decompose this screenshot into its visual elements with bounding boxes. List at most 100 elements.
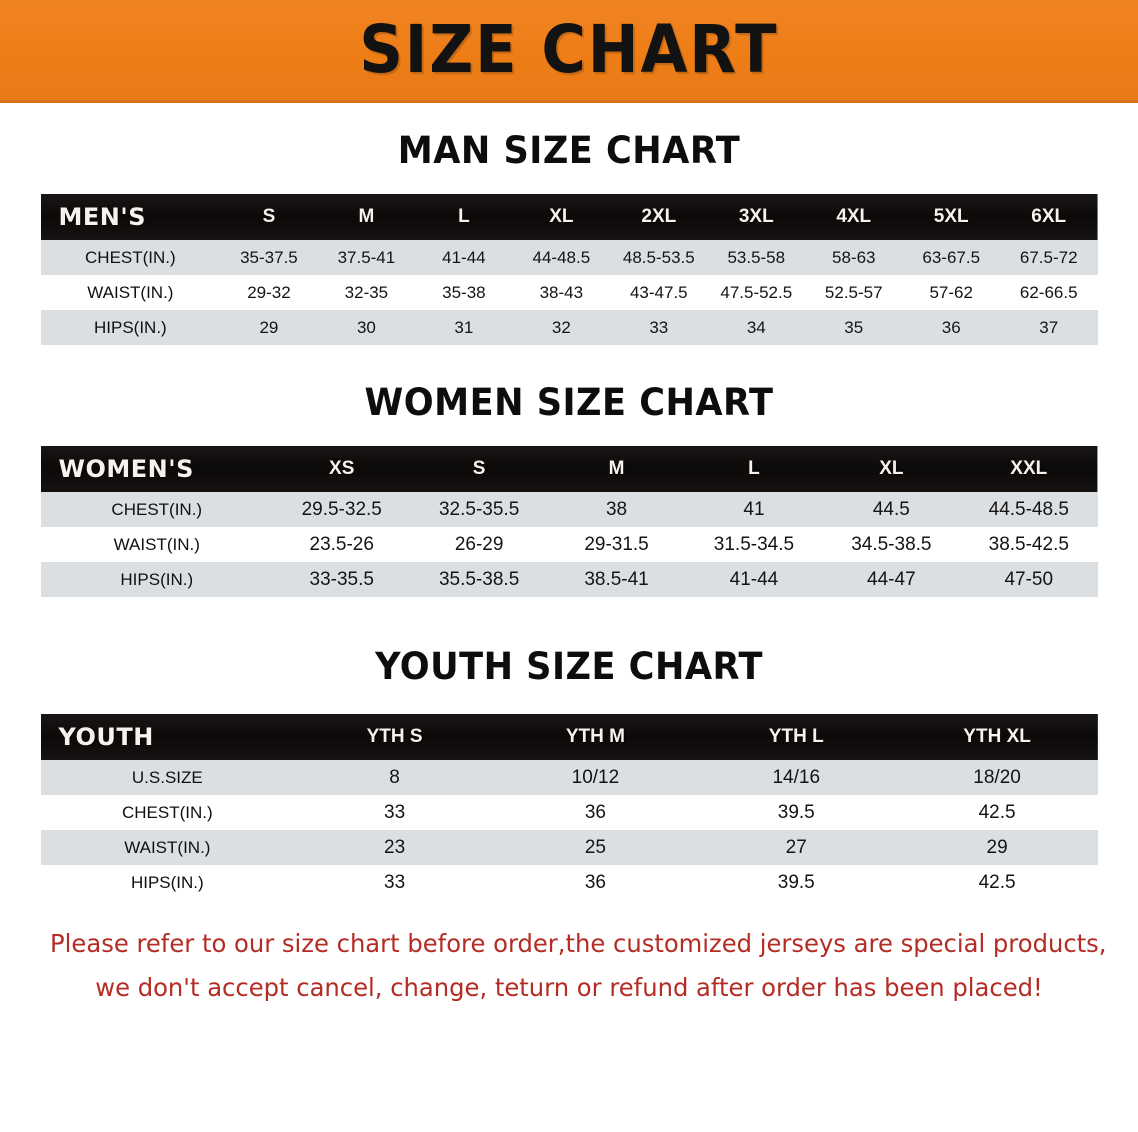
cell: 29.5-32.5 (301, 498, 382, 520)
table-row: HIPS(IN.) 29 30 31 32 33 34 35 36 37 (40, 310, 1098, 345)
cell: 47-50 (1004, 568, 1054, 590)
row-label-chest-in-: CHEST(IN.) (85, 247, 176, 267)
cell: 32 (551, 317, 571, 337)
cell: 14/16 (772, 766, 821, 788)
column-header-l: L (458, 206, 470, 227)
column-header-s: S (262, 206, 276, 227)
cell: 36 (941, 317, 961, 337)
cell: 62-66.5 (1019, 282, 1078, 302)
row-label-chest-in-: CHEST(IN.) (122, 802, 213, 822)
cell: 43-47.5 (629, 282, 688, 302)
cell: 57-62 (929, 282, 973, 302)
cell: 27 (785, 836, 807, 858)
table-header-row: YOUTH YTH S YTH M YTH L YTH XL (40, 714, 1098, 760)
table-row: WAIST(IN.) 23 25 27 29 (40, 830, 1098, 865)
order-disclaimer: Please refer to our size chart before or… (50, 922, 1107, 1010)
women-size-table: WOMEN'S XS S M L XL XXL CHEST(IN.) 29.5-32.5 32.… (40, 446, 1098, 597)
cell: 38 (605, 498, 628, 520)
cell: 39.5 (777, 871, 815, 893)
cell: 33-35.5 (309, 568, 374, 590)
column-header-yth-l: YTH L (768, 726, 824, 747)
table-row: WAIST(IN.) 23.5-26 26-29 29-31.5 31.5-34.5 34… (40, 527, 1098, 562)
cell: 53.5-58 (727, 247, 786, 267)
cell: 34 (746, 317, 766, 337)
row-label-waist-in-: WAIST(IN.) (124, 837, 211, 857)
youth-section-heading: YOUTH SIZE CHART (375, 645, 763, 688)
cell: 42.5 (978, 801, 1016, 823)
man-table-corner-label: MEN'S (58, 203, 146, 231)
cell: 35-37.5 (240, 247, 298, 267)
cell: 30 (356, 317, 376, 337)
cell: 67.5-72 (1019, 247, 1078, 267)
column-header-2xl: 2XL (641, 206, 677, 227)
column-header-6xl: 6XL (1031, 206, 1067, 227)
cell: 34.5-38.5 (851, 533, 932, 555)
table-row: WAIST(IN.) 29-32 32-35 35-38 38-43 43-47.5 47.… (40, 275, 1098, 310)
cell: 26-29 (454, 533, 504, 555)
page-title: SIZE CHART (359, 11, 779, 88)
cell: 63-67.5 (922, 247, 981, 267)
youth-size-chart: YOUTH YTH S YTH M YTH L YTH XL U.S.SIZE 8 10/1… (40, 714, 1098, 900)
row-label-hips-in-: HIPS(IN.) (93, 317, 167, 337)
cell: 32-35 (344, 282, 389, 302)
cell: 37.5-41 (337, 247, 396, 267)
cell: 8 (389, 766, 400, 788)
cell: 31 (454, 317, 474, 337)
cell: 37 (1039, 317, 1059, 337)
column-header-s: S (472, 458, 486, 479)
column-header-l: L (748, 458, 760, 479)
cell: 52.5-57 (824, 282, 883, 302)
cell: 44-47 (867, 568, 916, 590)
disclaimer-line-1: Please refer to our size chart before or… (50, 929, 1107, 958)
cell: 48.5-53.5 (622, 247, 695, 267)
youth-table-header: YOUTH YTH S YTH M YTH L YTH XL (40, 714, 1098, 760)
cell: 23 (384, 836, 406, 858)
cell: 29-31.5 (584, 533, 649, 555)
cell: 35 (844, 317, 864, 337)
cell: 33 (384, 871, 406, 893)
column-header-xxl: XXL (1010, 458, 1048, 479)
cell: 31.5-34.5 (713, 533, 795, 555)
column-header-xl: XL (549, 206, 574, 227)
column-header-5xl: 5XL (933, 206, 969, 227)
cell: 32.5-35.5 (438, 498, 520, 520)
cell: 35.5-38.5 (438, 568, 520, 590)
man-size-chart: MEN'S S M L XL 2XL 3XL 4XL 5XL 6XL CHEST(IN.) 35-3… (40, 194, 1098, 345)
cell: 42.5 (978, 871, 1016, 893)
youth-size-table: YOUTH YTH S YTH M YTH L YTH XL U.S.SIZE 8 10/1… (40, 714, 1098, 900)
cell: 44.5-48.5 (988, 498, 1069, 520)
cell: 36 (584, 801, 606, 823)
table-header-row: MEN'S S M L XL 2XL 3XL 4XL 5XL 6XL (40, 194, 1098, 240)
cell: 44-48.5 (532, 247, 591, 267)
cell: 47.5-52.5 (720, 282, 793, 302)
women-section-heading: WOMEN SIZE CHART (364, 381, 774, 424)
page-banner: SIZE CHART (0, 0, 1138, 103)
cell: 38.5-42.5 (988, 533, 1069, 555)
cell: 41-44 (729, 568, 779, 590)
column-header-yth-m: YTH M (565, 726, 625, 747)
column-header-xs: XS (329, 458, 355, 479)
table-row: CHEST(IN.) 29.5-32.5 32.5-35.5 38 41 44.5 44.5… (40, 492, 1098, 527)
column-header-yth-s: YTH S (366, 726, 423, 747)
cell: 25 (584, 836, 606, 858)
column-header-3xl: 3XL (738, 206, 774, 227)
youth-table-corner-label: YOUTH (58, 723, 154, 751)
man-table-body: CHEST(IN.) 35-37.5 37.5-41 41-44 44-48.5 48.5… (40, 240, 1098, 345)
cell: 10/12 (571, 766, 620, 788)
man-table-header: MEN'S S M L XL 2XL 3XL 4XL 5XL 6XL (40, 194, 1098, 240)
youth-table-body: U.S.SIZE 8 10/12 14/16 18/20 CHEST(IN.) 33 36 39… (40, 760, 1098, 900)
cell: 38-43 (539, 282, 584, 302)
cell: 44.5 (872, 498, 910, 520)
cell: 35-38 (442, 282, 486, 302)
disclaimer-line-2: we don't accept cancel, change, teturn o… (95, 972, 1043, 1002)
table-header-row: WOMEN'S XS S M L XL XXL (40, 446, 1098, 492)
row-label-waist-in-: WAIST(IN.) (113, 534, 200, 554)
table-row: U.S.SIZE 8 10/12 14/16 18/20 (40, 760, 1098, 795)
cell: 58-63 (832, 247, 876, 267)
cell: 33 (649, 317, 669, 337)
cell: 33 (384, 801, 406, 823)
man-size-table: MEN'S S M L XL 2XL 3XL 4XL 5XL 6XL CHEST(IN.) 35-3… (40, 194, 1098, 345)
cell: 38.5-41 (584, 568, 649, 590)
row-label-hips-in-: HIPS(IN.) (120, 569, 194, 589)
women-table-header: WOMEN'S XS S M L XL XXL (40, 446, 1098, 492)
